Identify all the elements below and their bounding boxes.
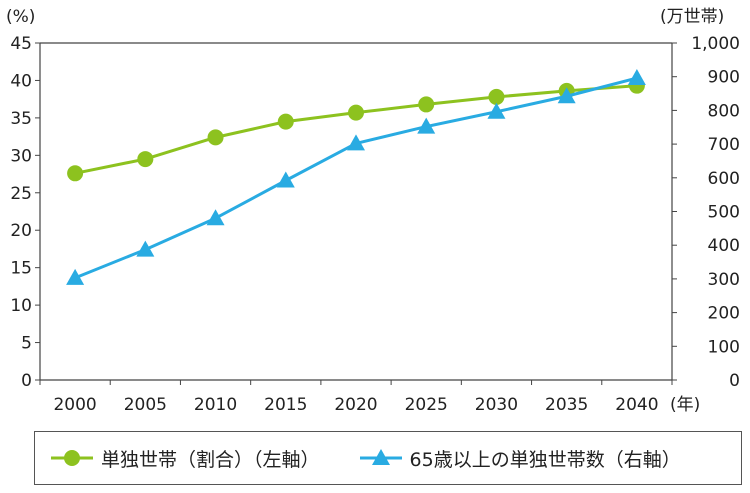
left-tick-label: 0 xyxy=(21,371,32,391)
series-2-point xyxy=(627,69,646,86)
series-1-point xyxy=(207,129,224,146)
right-tick-label: 300 xyxy=(708,270,740,290)
right-tick-label: 200 xyxy=(708,304,740,324)
left-tick-label: 40 xyxy=(10,71,32,91)
x-tick-label: 2010 xyxy=(194,395,237,415)
series-2-point xyxy=(557,87,576,104)
circle-marker-icon xyxy=(51,450,93,466)
series-1-point xyxy=(488,88,505,105)
x-tick-label: 2000 xyxy=(53,395,96,415)
series-2-point xyxy=(206,209,225,226)
x-tick-label: 2035 xyxy=(545,395,588,415)
right-tick-label: 100 xyxy=(708,337,740,357)
series-2-point xyxy=(276,171,295,188)
axes: 0510152025303540450100200300400500600700… xyxy=(10,34,740,415)
x-axis-unit-label: (年) xyxy=(670,395,700,415)
right-tick-label: 600 xyxy=(708,169,740,189)
x-tick-label: 2025 xyxy=(405,395,448,415)
legend: 単独世帯（割合）（左軸） 65歳以上の単独世帯数（右軸） xyxy=(34,431,742,485)
legend-label: 65歳以上の単独世帯数（右軸） xyxy=(409,448,681,471)
left-tick-label: 45 xyxy=(10,34,32,54)
left-tick-label: 10 xyxy=(10,296,32,316)
right-tick-label: 700 xyxy=(708,135,740,155)
right-tick-label: 500 xyxy=(708,203,740,223)
right-tick-label: 400 xyxy=(708,236,740,256)
left-tick-label: 5 xyxy=(21,334,32,354)
series-2-point xyxy=(66,268,85,285)
line-chart: 0510152025303540450100200300400500600700… xyxy=(6,7,740,415)
legend-label: 単独世帯（割合）（左軸） xyxy=(101,448,320,471)
series-2-point xyxy=(347,134,365,151)
x-tick-label: 2030 xyxy=(475,395,518,415)
series-2-point xyxy=(487,102,506,119)
series-layer xyxy=(66,69,646,285)
series-1-point xyxy=(348,104,364,121)
left-tick-label: 30 xyxy=(10,146,32,166)
right-axis-unit-label: (万世帯) xyxy=(660,7,724,27)
series-2-point xyxy=(136,240,155,257)
series-2-point xyxy=(417,117,436,134)
triangle-marker-icon xyxy=(359,449,402,465)
legend-item-single-households-ratio: 単独世帯（割合）（左軸） xyxy=(49,445,320,472)
left-tick-label: 15 xyxy=(10,259,32,279)
series-1-point xyxy=(418,96,435,113)
x-tick-label: 2040 xyxy=(615,395,658,415)
right-tick-label: 0 xyxy=(729,371,740,391)
x-tick-label: 2005 xyxy=(124,395,167,415)
right-tick-label: 900 xyxy=(708,68,740,88)
series-1-point xyxy=(137,151,154,168)
left-tick-label: 35 xyxy=(10,109,32,129)
left-tick-label: 25 xyxy=(10,184,32,204)
left-axis-unit-label: (%) xyxy=(6,7,35,27)
series-1-point xyxy=(277,113,294,130)
right-tick-label: 1,000 xyxy=(691,34,740,54)
legend-item-elderly-single-households: 65歳以上の単独世帯数（右軸） xyxy=(358,445,681,472)
series-1-point xyxy=(67,165,84,182)
x-tick-label: 2020 xyxy=(334,395,377,415)
left-tick-label: 20 xyxy=(10,221,32,241)
x-tick-label: 2015 xyxy=(264,395,307,415)
right-tick-label: 800 xyxy=(708,101,740,121)
